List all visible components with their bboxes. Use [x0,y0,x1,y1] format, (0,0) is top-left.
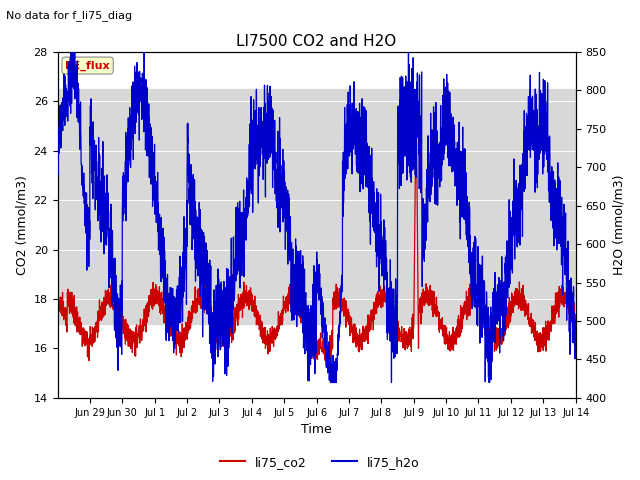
Text: EE_flux: EE_flux [65,60,110,71]
Title: LI7500 CO2 and H2O: LI7500 CO2 and H2O [236,34,397,49]
Legend: li75_co2, li75_h2o: li75_co2, li75_h2o [215,451,425,474]
Y-axis label: H2O (mmol/m3): H2O (mmol/m3) [612,175,625,275]
Text: No data for f_li75_diag: No data for f_li75_diag [6,10,132,21]
Y-axis label: CO2 (mmol/m3): CO2 (mmol/m3) [15,175,28,275]
X-axis label: Time: Time [301,423,332,436]
Bar [58,89,575,324]
